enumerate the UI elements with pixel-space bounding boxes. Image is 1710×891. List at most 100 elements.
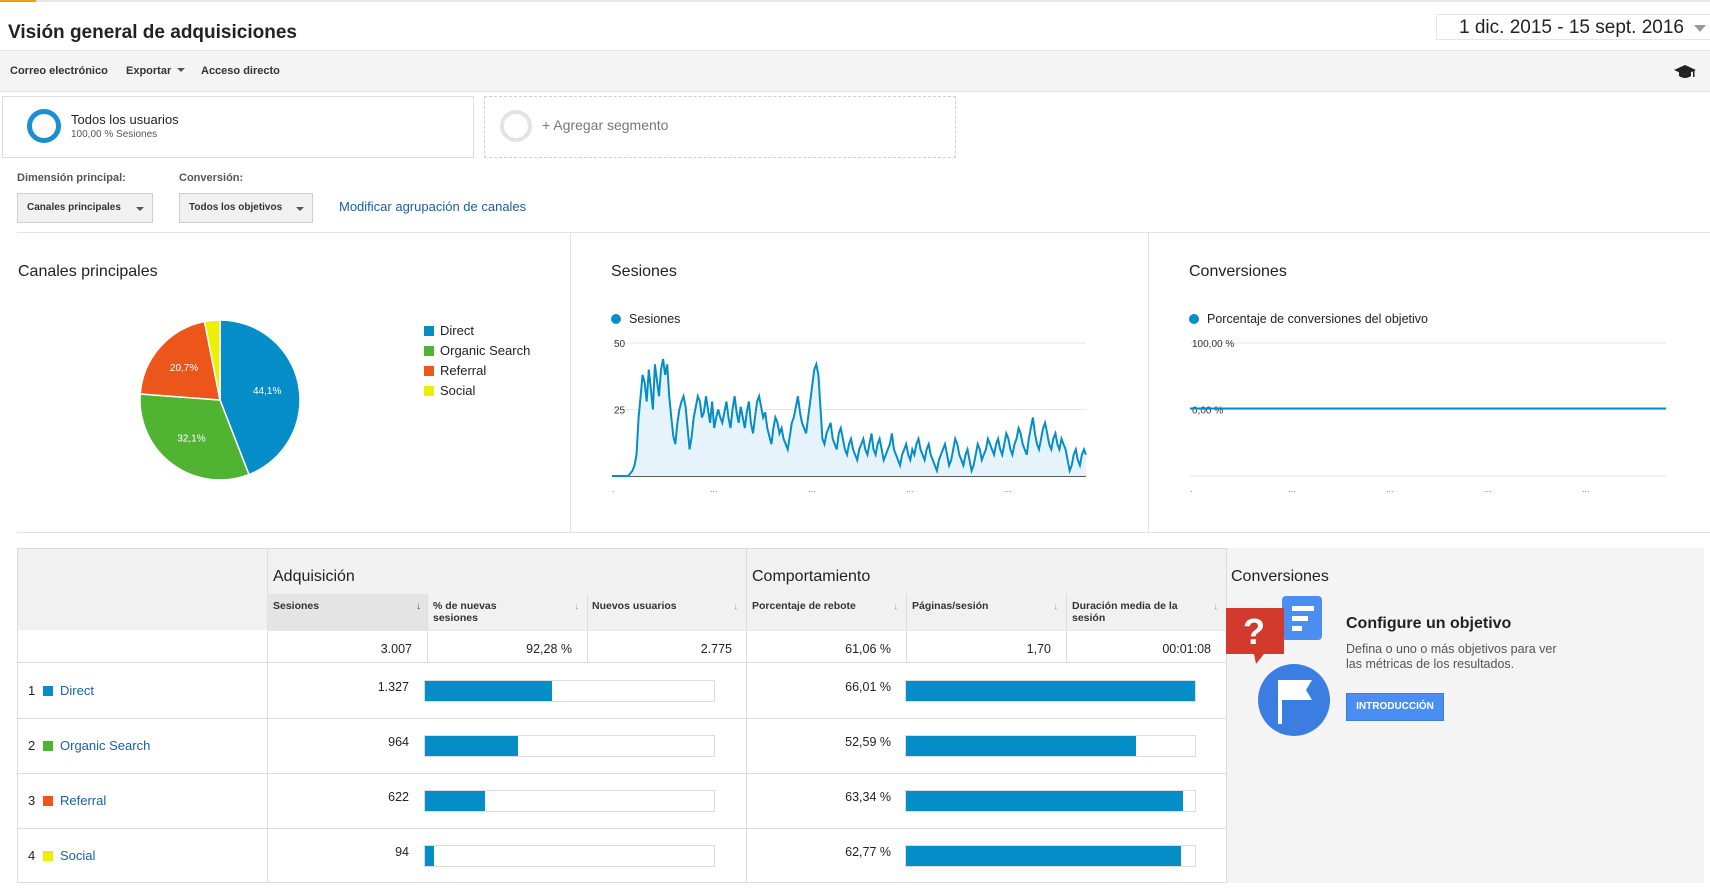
dimension-label: Dimensión principal: (17, 172, 126, 184)
x-tick-label: ... (1484, 484, 1492, 494)
col-new-users[interactable]: Nuevos usuarios ↓ (592, 600, 738, 612)
modify-grouping-link[interactable]: Modificar agrupación de canales (339, 199, 527, 214)
total-duration: 00:01:08 (1162, 642, 1211, 656)
series-dot (1189, 314, 1199, 324)
x-tick-label: ... (710, 484, 718, 494)
col-sessions[interactable]: Sesiones ↓ (273, 600, 421, 612)
date-range-picker[interactable]: 1 dic. 2015 - 15 sept. 2016 (1436, 14, 1710, 40)
x-tick-label: . (612, 484, 615, 494)
intro-button[interactable]: INTRODUCCIÓN (1346, 693, 1444, 721)
sessions-bar-fill (425, 735, 518, 756)
conversions-legend-label: Porcentaje de conversiones del objetivo (1207, 312, 1428, 326)
divider (17, 548, 1227, 549)
col-duration-label: Duración media de la sesión (1072, 600, 1178, 624)
series-dot (611, 314, 621, 324)
legend-item: Social (424, 383, 475, 398)
top-progress-line (0, 0, 1710, 2)
x-tick-label: ... (1386, 484, 1394, 494)
bounce-bar-fill (906, 735, 1137, 756)
segment-ring-icon (27, 109, 61, 143)
row-channel-link[interactable]: Referral (60, 792, 107, 808)
row-sessions: 94 (395, 844, 409, 859)
legend-swatch (424, 386, 434, 396)
col-duration[interactable]: Duración media de la sesión ↓ (1072, 600, 1218, 624)
conversions-panel-title: Conversiones (1189, 263, 1287, 280)
chevron-down-icon (177, 68, 186, 72)
bounce-bar-track (905, 734, 1196, 757)
y-tick-label: 25 (614, 406, 626, 417)
sessions-line-chart: 50 25............. (612, 339, 1087, 494)
divider (17, 232, 1710, 233)
divider (267, 548, 268, 883)
add-segment-label: + Agregar segmento (542, 117, 669, 133)
col-pct-new[interactable]: % de nuevas sesiones ↓ (433, 600, 579, 624)
conversion-label: Conversión: (179, 172, 244, 184)
bounce-bar-fill (906, 790, 1184, 811)
pie-slice-label: 44,1% (253, 386, 281, 397)
legend-item: Direct (424, 323, 474, 338)
conversion-select[interactable]: Todos los objetivos (179, 193, 313, 223)
sort-icon: ↓ (733, 601, 739, 611)
row-rank: 1 (28, 682, 36, 698)
divider (17, 882, 1227, 883)
dimension-select[interactable]: Canales principales (17, 193, 153, 223)
sessions-bar-track (424, 734, 715, 757)
x-tick-label: . (1190, 484, 1193, 494)
y-tick-label: 50 (614, 339, 626, 350)
divider (17, 773, 1227, 774)
pie-slice-organic-search[interactable] (139, 393, 250, 481)
sessions-bar-track (424, 789, 715, 812)
add-segment-button[interactable]: + Agregar segmento (484, 96, 956, 158)
sessions-line[interactable] (612, 358, 1087, 477)
goal-flag-icon: ? (1226, 596, 1330, 736)
dimension-value: Canales principales (27, 202, 121, 213)
row-channel-link[interactable]: Social (60, 847, 96, 863)
sort-icon: ↓ (1053, 601, 1059, 611)
bounce-bar-track (905, 789, 1196, 812)
legend-label: Referral (440, 363, 487, 378)
sessions-bar-fill (425, 845, 434, 866)
divider (1066, 594, 1067, 662)
row-swatch (43, 795, 53, 806)
col-pages[interactable]: Páginas/sesión ↓ (912, 600, 1058, 612)
chevron-down-icon (136, 207, 144, 211)
divider (1148, 233, 1149, 532)
row-channel-link[interactable]: Direct (60, 682, 94, 698)
divider (17, 532, 1710, 533)
chevron-down-icon (296, 207, 304, 211)
segment-all-users[interactable]: Todos los usuarios 100,00 % Sesiones (2, 96, 474, 158)
legend-label: Organic Search (440, 343, 531, 358)
channels-panel-title: Canales principales (18, 263, 158, 280)
row-channel-link[interactable]: Organic Search (60, 737, 151, 753)
col-bounce[interactable]: Porcentaje de rebote ↓ (752, 600, 898, 612)
graduation-cap-icon[interactable] (1674, 63, 1696, 81)
row-bounce: 62,77 % (845, 844, 891, 859)
row-swatch (43, 850, 53, 861)
row-swatch (43, 685, 53, 696)
sessions-area (612, 359, 1086, 476)
pie-slice-referral[interactable] (139, 320, 221, 401)
y-tick-label: 100,00 % (1192, 339, 1234, 350)
x-tick-label: ... (1288, 484, 1296, 494)
shortcut-button[interactable]: Acceso directo (201, 65, 280, 77)
export-button[interactable]: Exportar (126, 65, 186, 77)
pie-slice-label: 32,1% (177, 434, 205, 445)
conversions-group-title: Conversiones (1231, 568, 1329, 585)
pie-slice-social[interactable] (203, 319, 221, 401)
divider (587, 594, 588, 662)
bounce-bar-fill (906, 845, 1181, 866)
x-tick-label: ... (1004, 484, 1012, 494)
sort-icon: ↓ (574, 601, 580, 611)
row-sessions: 964 (388, 734, 409, 749)
segment-sub: 100,00 % Sesiones (71, 129, 158, 140)
sessions-bar-fill (425, 790, 485, 811)
sort-icon: ↓ (893, 601, 899, 611)
segment-empty-ring-icon (500, 110, 532, 142)
total-bounce: 61,06 % (845, 642, 891, 656)
chevron-down-icon (1694, 25, 1706, 32)
pie-slice-label: 20,7% (170, 363, 198, 374)
legend-swatch (424, 346, 434, 356)
pie-slice-direct[interactable] (219, 319, 301, 476)
email-button[interactable]: Correo electrónico (10, 65, 108, 77)
sort-down-icon: ↓ (416, 601, 422, 611)
